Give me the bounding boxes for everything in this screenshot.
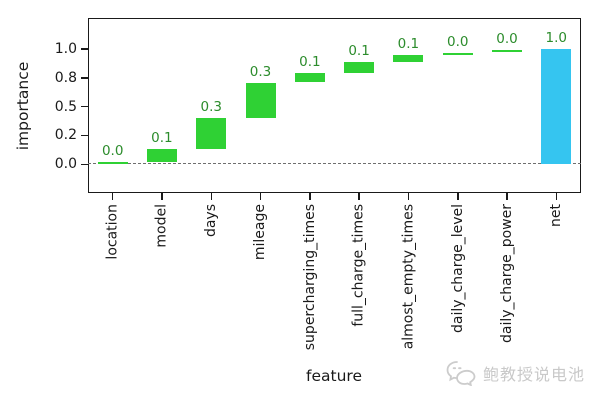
x-tick-label-location: location — [104, 204, 121, 260]
bar-daily_charge_level — [442, 52, 473, 55]
x-tick-label-supercharging_times: supercharging_times — [301, 204, 318, 351]
bar-value-label-net: 1.0 — [545, 30, 568, 47]
bar-value-label-daily_charge_power: 0.0 — [496, 31, 518, 48]
bar-full_charge_times — [344, 61, 375, 74]
y-tick-label: 1.0 — [54, 41, 77, 58]
x-tick-label-full_charge_times: full_charge_times — [351, 204, 368, 327]
bar-value-label-location: 0.0 — [101, 142, 124, 159]
bar-value-label-full_charge_times: 0.1 — [348, 42, 370, 59]
x-tick-label-almost_empty_times: almost_empty_times — [400, 204, 417, 350]
bar-value-label-almost_empty_times: 0.1 — [397, 35, 420, 52]
x-tick — [358, 193, 360, 200]
y-tick — [81, 134, 88, 137]
x-tick-label-days: days — [203, 204, 220, 238]
x-tick-label-daily_charge_power: daily_charge_power — [499, 204, 515, 343]
x-tick — [210, 193, 212, 200]
watermark-text: 鲍教授说电池 — [482, 365, 585, 384]
watermark: 鲍教授说电池 — [445, 360, 585, 386]
x-tick — [309, 193, 311, 200]
bar-value-label-model: 0.1 — [151, 130, 173, 147]
x-tick — [555, 193, 558, 200]
y-tick — [81, 77, 88, 79]
x-tick-label-net: net — [548, 204, 565, 227]
y-axis-label: importance — [14, 61, 32, 151]
bar-almost_empty_times — [393, 54, 424, 62]
zero-dashed-line — [88, 163, 581, 165]
bar-value-label-daily_charge_level: 0.0 — [447, 33, 469, 50]
y-tick — [81, 105, 88, 108]
bar-location — [97, 161, 128, 165]
bar-model — [146, 149, 177, 162]
x-tick — [457, 193, 459, 200]
y-tick-label: 0.8 — [54, 69, 77, 86]
x-tick — [506, 193, 508, 200]
bar-value-label-mileage: 0.3 — [249, 63, 272, 80]
y-tick — [81, 48, 88, 50]
y-tick-label: 0.0 — [54, 156, 77, 173]
wechat-chat-bubbles-icon — [445, 360, 477, 386]
x-tick — [111, 193, 114, 200]
x-tick — [407, 193, 410, 200]
bar-supercharging_times — [294, 73, 325, 83]
bar-days — [196, 118, 227, 150]
x-tick — [161, 193, 163, 200]
bar-net — [541, 49, 572, 165]
x-tick-label-mileage: mileage — [252, 204, 269, 261]
x-tick-label-model: model — [153, 204, 170, 248]
bar-mileage — [245, 82, 276, 119]
bar-value-label-days: 0.3 — [200, 99, 223, 116]
bar-daily_charge_power — [492, 50, 522, 53]
x-tick-label-daily_charge_level: daily_charge_level — [449, 204, 466, 333]
x-axis-label: feature — [306, 367, 362, 385]
y-tick-label: 0.2 — [54, 127, 77, 144]
y-tick-label: 0.5 — [54, 98, 77, 115]
y-tick — [81, 163, 88, 165]
x-tick — [259, 193, 262, 200]
bar-value-label-supercharging_times: 0.1 — [299, 54, 321, 71]
